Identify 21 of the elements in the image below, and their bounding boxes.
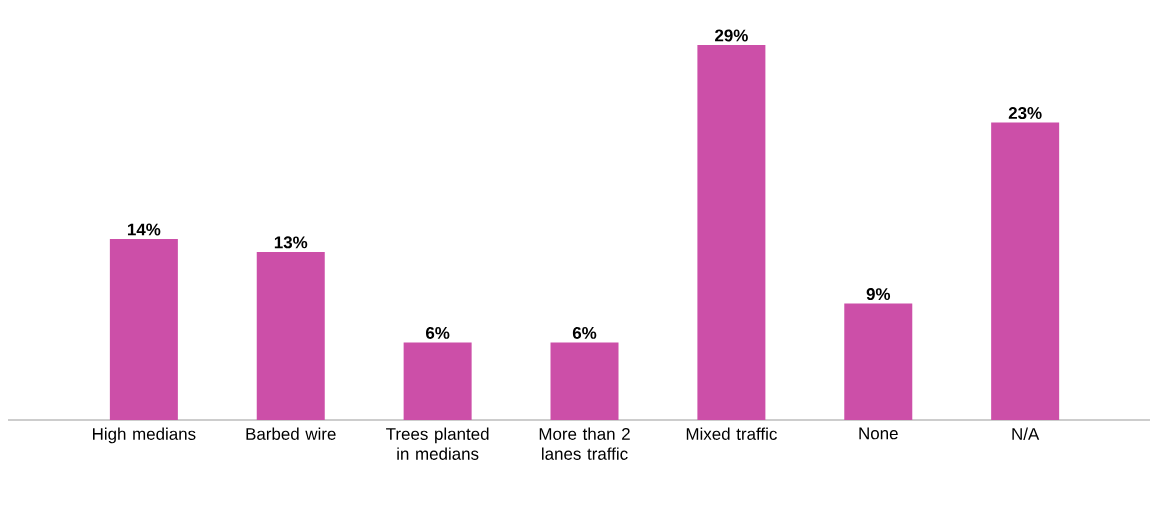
bar — [844, 303, 913, 420]
x-tick-label: More than 2 lanes traffic — [539, 427, 630, 460]
x-tick-label: Barbed wire — [246, 427, 336, 440]
bar — [550, 342, 619, 420]
bar — [991, 122, 1060, 420]
data-label: 13% — [274, 236, 308, 249]
data-label: 29% — [715, 29, 748, 42]
x-tick-label: None — [859, 427, 898, 440]
data-label: 23% — [1008, 107, 1042, 120]
bar — [256, 251, 325, 420]
bar — [109, 238, 178, 420]
data-label: 9% — [866, 288, 891, 301]
x-tick-label: N/A — [1012, 427, 1040, 440]
bar — [403, 342, 472, 420]
x-tick-label: Mixed traffic — [686, 427, 777, 440]
data-label: 6% — [572, 326, 597, 339]
data-label: 14% — [127, 223, 161, 236]
x-tick-label: High medians — [93, 427, 196, 444]
x-tick-label: Trees planted in medians — [386, 427, 489, 460]
data-label: 6% — [426, 326, 450, 339]
bar — [697, 44, 766, 420]
